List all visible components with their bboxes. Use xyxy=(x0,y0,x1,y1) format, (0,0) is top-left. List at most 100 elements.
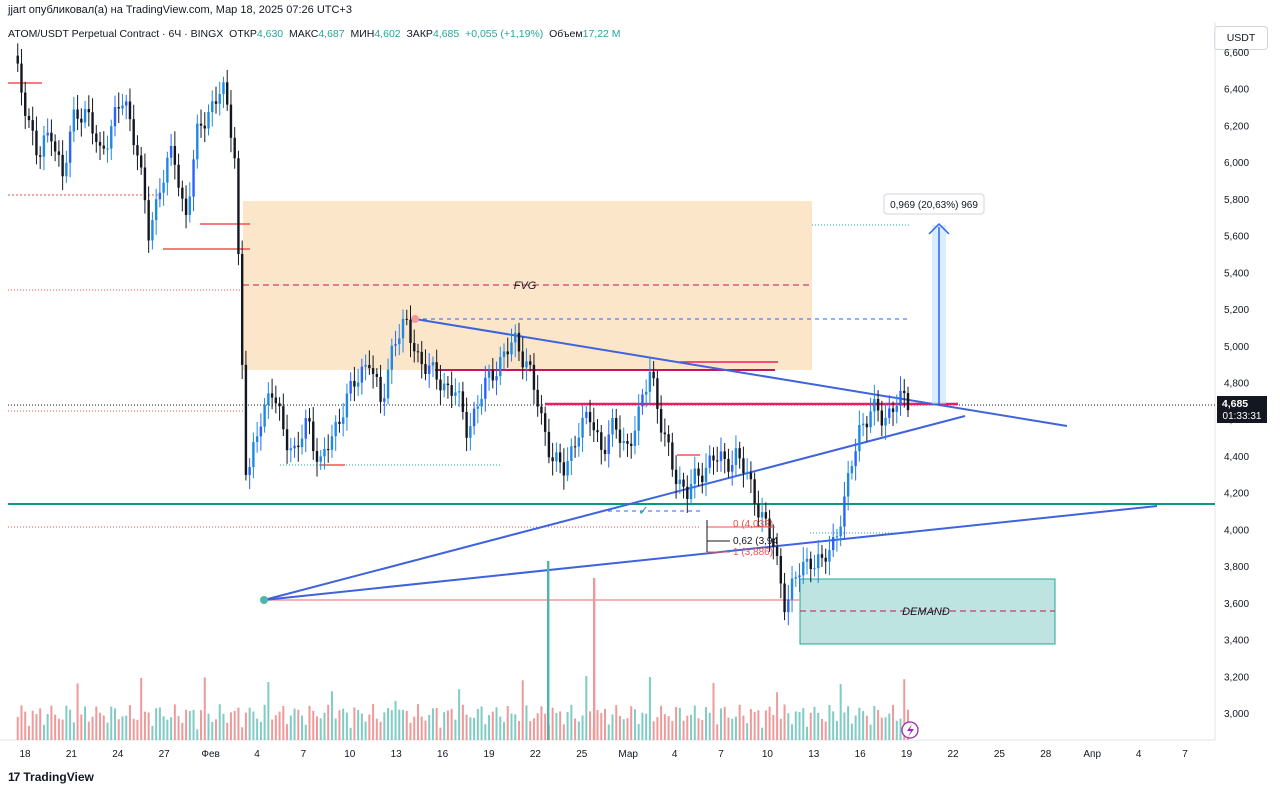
candle-body xyxy=(525,361,528,368)
volume-bar xyxy=(551,707,554,740)
volume-bar xyxy=(675,707,678,740)
fib-tool[interactable]: 0 (4,032) 0,62 (3,94 1 (3,886) xyxy=(706,519,778,558)
lightning-glyph xyxy=(907,724,914,737)
volume-bar xyxy=(491,711,494,740)
candle-body xyxy=(255,436,259,443)
volume-bar xyxy=(424,720,427,740)
time-tick: 16 xyxy=(855,749,867,760)
price-axis[interactable]: 6,600 6,400 6,200 6,000 5,800 5,600 5,400 5,200… xyxy=(1224,48,1249,720)
lower-trendline[interactable] xyxy=(263,505,1158,601)
candle-body xyxy=(435,362,438,380)
candle-body xyxy=(169,145,173,158)
candle-body xyxy=(465,411,468,438)
candle-body xyxy=(514,332,517,343)
anchor-point[interactable] xyxy=(260,596,268,604)
volume-bar xyxy=(330,691,333,740)
candle-body xyxy=(693,468,696,484)
candle-body xyxy=(775,546,779,557)
candle-body xyxy=(629,443,633,446)
volume-bar xyxy=(413,716,416,740)
volume-bar xyxy=(791,724,794,740)
publish-line: jjart опубликовал(а) на TradingView.com,… xyxy=(8,4,352,16)
trend-lines[interactable] xyxy=(260,315,1158,604)
volume-bar xyxy=(91,716,94,740)
volume-bar xyxy=(768,706,771,740)
time-axis[interactable]: 18 21 24 27 Фев 4 7 10 13 16 19 22 25 Мар 4 7 10 13 16 19 22… xyxy=(19,749,1188,760)
measure-tool[interactable]: 0,969 (20,63%) 969 xyxy=(883,193,985,404)
volume-bar xyxy=(20,705,23,740)
volume-bar xyxy=(229,712,232,740)
candle-body xyxy=(704,467,708,483)
volume-bar xyxy=(488,715,491,740)
candle-body xyxy=(745,472,749,474)
volume-bar xyxy=(473,717,476,740)
volume-bar xyxy=(39,708,42,740)
candle-body xyxy=(768,518,771,539)
candle-body xyxy=(566,460,569,476)
volume-bar xyxy=(794,711,797,740)
volume-bar xyxy=(480,706,483,740)
volume-bar xyxy=(95,706,98,740)
candle-body xyxy=(390,345,393,370)
candle-body xyxy=(139,155,143,168)
anchor-point[interactable] xyxy=(411,315,419,323)
volume-bar xyxy=(536,713,539,740)
volume-bar xyxy=(222,713,225,740)
candle-body xyxy=(87,109,91,113)
candle-body xyxy=(611,417,614,435)
candle-body xyxy=(794,577,797,579)
candle-body xyxy=(618,429,622,443)
candle-body xyxy=(678,479,682,485)
volume-bar xyxy=(521,680,524,740)
footer-brand[interactable]: 17 TradingView xyxy=(8,770,94,784)
candle-body xyxy=(895,405,898,412)
candle-body xyxy=(98,141,102,146)
candle-body xyxy=(274,397,278,404)
volume-bar xyxy=(379,721,382,740)
symbol-name[interactable]: ATOM/USDT Perpetual Contract · 6Ч · BING… xyxy=(8,28,224,40)
volume-bar xyxy=(888,713,891,740)
volume-bar xyxy=(383,712,386,740)
currency-button[interactable]: USDT xyxy=(1214,26,1268,50)
candle-body xyxy=(719,451,723,462)
volume-bar xyxy=(835,720,838,740)
time-tick: 22 xyxy=(947,749,959,760)
volume-bar xyxy=(372,704,375,740)
volume-bar xyxy=(252,711,255,740)
candle-body xyxy=(214,101,218,104)
candle-body xyxy=(282,406,285,430)
candle-body xyxy=(177,164,180,188)
candle-body xyxy=(772,538,775,547)
volume-bar xyxy=(147,712,150,740)
volume-bar xyxy=(416,704,419,740)
candle-body xyxy=(61,154,64,177)
volume-bar xyxy=(327,704,330,740)
falling-trendline[interactable] xyxy=(414,318,1068,427)
volume-bar xyxy=(884,717,887,740)
volume-bar xyxy=(783,704,786,740)
volume-bar xyxy=(873,705,876,740)
volume-bar xyxy=(185,709,188,740)
volume-bar xyxy=(61,719,64,740)
candle-body xyxy=(521,351,524,368)
rising-trendline[interactable] xyxy=(263,415,966,601)
volume-bar xyxy=(566,712,569,740)
candle-body xyxy=(334,421,337,437)
candle-body xyxy=(648,371,652,392)
volume-bar xyxy=(877,709,880,740)
volume-bar xyxy=(42,724,45,740)
candle-body xyxy=(132,119,135,146)
candle-body xyxy=(24,92,27,116)
candle-body xyxy=(106,148,109,150)
candle-body xyxy=(764,512,768,519)
close-label: ЗАКР xyxy=(406,28,433,40)
time-tick: 24 xyxy=(112,749,124,760)
candle-body xyxy=(16,55,19,64)
price-tick: 3,000 xyxy=(1224,709,1249,720)
volume-bar xyxy=(72,722,75,740)
volume-bar xyxy=(353,707,356,740)
time-tick: 4 xyxy=(254,749,260,760)
candle-body xyxy=(289,448,293,451)
candle-body xyxy=(199,123,203,126)
